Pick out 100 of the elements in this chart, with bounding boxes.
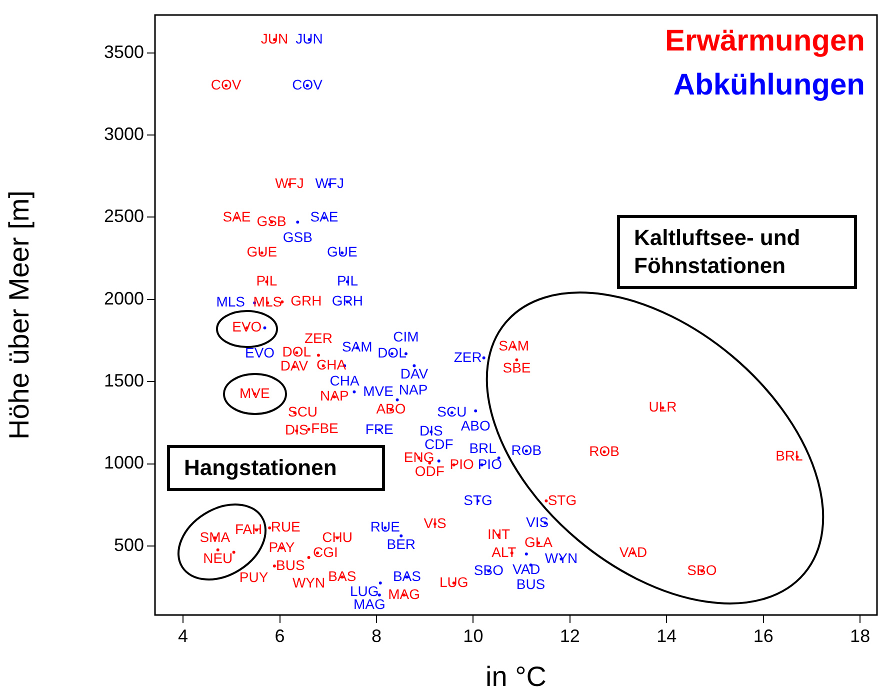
data-label: MLS (216, 294, 246, 310)
data-label: BER (386, 536, 416, 552)
data-label: WFJ (275, 175, 304, 192)
data-label: SAE (222, 208, 251, 225)
data-label: RUE (270, 518, 300, 535)
data-label: VIS (526, 514, 549, 530)
data-label: GUE (326, 244, 358, 260)
data-label: GLA (524, 534, 554, 550)
data-label: NEU (203, 550, 233, 566)
data-label: DOL (282, 344, 312, 360)
data-label: GSB (282, 228, 312, 245)
data-label: MLS (253, 294, 282, 310)
text: Abkühlungen (673, 68, 865, 102)
data-label: SAM (342, 338, 372, 355)
data-label: PIO (450, 456, 474, 472)
data-label: VIS (424, 514, 446, 531)
data-label: STG (548, 492, 577, 508)
data-label: GUE (246, 244, 278, 260)
x-tick-label: 4 (178, 626, 188, 646)
data-label: DOL (378, 344, 407, 361)
data-label: SAE (310, 208, 338, 225)
data-label: COV (210, 76, 242, 93)
data-label: JUN (260, 30, 288, 47)
data-label: EVO (244, 344, 275, 361)
data-label: CGI (313, 544, 338, 560)
data-label: SAM (498, 338, 529, 354)
data-label: BRL (776, 448, 804, 464)
data-label: ULR (648, 398, 677, 415)
data-label: CHA (330, 372, 360, 389)
data-label: LUG (439, 574, 468, 590)
data-label: BUS (276, 556, 305, 573)
data-label: CIM (393, 328, 419, 345)
data-label: DIS (285, 422, 308, 438)
data-label: ODF (414, 462, 444, 479)
data-label: WFJ (315, 175, 344, 192)
x-tick-label: 18 (850, 626, 870, 646)
data-label: PIO (478, 456, 502, 472)
x-tick-label: 14 (656, 626, 677, 646)
x-tick-label: 8 (371, 626, 382, 646)
data-label: DAV (400, 366, 429, 382)
x-tick-label: 6 (274, 626, 285, 646)
text: Erwärmungen (664, 24, 865, 58)
x-tick-label: 12 (560, 626, 580, 646)
data-label: MVE (239, 384, 270, 401)
data-label: CHA (316, 356, 347, 373)
data-label: WYN (292, 574, 326, 590)
x-tick-label: 10 (463, 626, 484, 646)
data-label: INT (488, 526, 511, 542)
data-label: COV (292, 76, 324, 93)
data-label: SBE (502, 360, 531, 376)
data-label: FBE (311, 420, 338, 436)
data-label: MAG (388, 586, 420, 602)
data-label: FAH (234, 520, 262, 537)
data-label: ALT (492, 544, 517, 560)
data-label: SCU (437, 404, 467, 420)
data-label: NAP (398, 382, 428, 398)
data-label: WYN (544, 550, 578, 566)
data-label: PIL (256, 272, 278, 289)
data-label: ABO (376, 400, 406, 417)
data-label: JUN (296, 30, 323, 47)
data-label: BUS (516, 576, 546, 592)
x-axis-title: in °C (486, 660, 546, 692)
data-label: PUY (239, 569, 269, 586)
data-label: SBO (687, 562, 717, 578)
data-label: ROB (589, 442, 620, 459)
data-label: MVE (363, 382, 394, 399)
data-label: FRE (365, 420, 394, 437)
data-label: PAY (268, 538, 296, 555)
data-label: STG (464, 492, 492, 508)
annotation: Kaltluftsee- und Föhnstationen (617, 215, 857, 289)
data-label: DAV (280, 358, 309, 374)
data-label: ROB (511, 442, 542, 458)
data-label: SMA (200, 528, 231, 545)
data-label: SCU (288, 404, 318, 420)
y-tick-label: 2500 (104, 206, 144, 226)
data-label: ZER (304, 330, 332, 346)
data-label: GRH (332, 292, 364, 309)
data-label: ABO (460, 418, 491, 434)
data-label: NAP (320, 388, 349, 404)
data-label: VAD (619, 544, 648, 560)
y-axis-title: Höhe über Meer [m] (4, 190, 35, 440)
y-tick-label: 500 (114, 534, 144, 555)
data-label: ZER (454, 348, 482, 365)
data-label: PIL (336, 272, 358, 289)
data-label: GRH (290, 292, 322, 309)
data-label: CHU (322, 528, 352, 545)
data-label: SBO (474, 562, 504, 578)
x-tick-label: 16 (753, 626, 774, 646)
y-tick-label: 1000 (104, 452, 144, 473)
data-label: RUE (370, 518, 400, 535)
data-label: VAD (512, 560, 540, 577)
data-label: BRL (469, 440, 497, 456)
y-tick-label: 3500 (104, 42, 144, 62)
y-tick-label: 1500 (104, 370, 144, 391)
y-tick-label: 2000 (104, 288, 144, 308)
y-tick-label: 3000 (104, 124, 144, 144)
annotation: Hangstationen (167, 445, 385, 491)
data-label: EVO (232, 318, 262, 335)
data-label: BAS (392, 568, 421, 584)
data-label: BAS (328, 568, 356, 584)
